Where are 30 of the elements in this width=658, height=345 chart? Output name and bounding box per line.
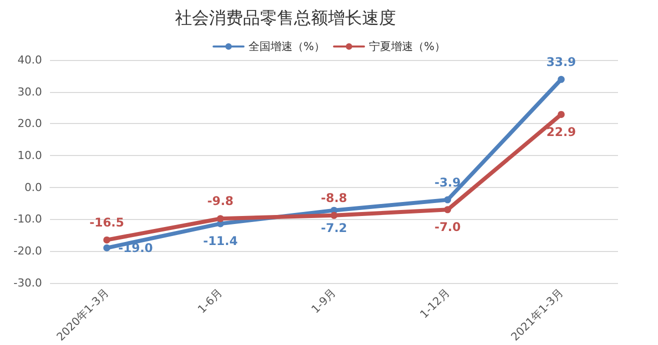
x-tick-label: 1-6月 (195, 286, 225, 316)
point (558, 76, 565, 83)
legend-label: 全国增速（%） (248, 40, 325, 53)
data-label: -7.2 (320, 220, 348, 235)
y-tick-label: -20.0 (14, 244, 42, 258)
data-label: 33.9 (546, 54, 576, 69)
data-label: -8.8 (320, 190, 348, 205)
point (330, 212, 338, 219)
x-tick-label: 1-9月 (308, 286, 339, 316)
y-tick-label: -30.0 (14, 276, 42, 290)
data-label: 22.9 (546, 124, 576, 139)
y-tick-label: 10.0 (18, 149, 42, 162)
point (103, 236, 110, 244)
point (444, 196, 452, 204)
data-label: -7.0 (434, 220, 461, 234)
data-label: -9.8 (207, 194, 234, 208)
point (444, 206, 452, 214)
chart-title: 社会消费品零售总额增长速度 (175, 8, 396, 28)
point (216, 215, 224, 222)
data-label: -11.4 (203, 234, 238, 248)
point (558, 110, 565, 118)
y-tick-label: -10.0 (14, 212, 42, 226)
point (103, 244, 110, 252)
y-tick-label: 30.0 (18, 85, 42, 98)
data-label: -3.9 (434, 175, 461, 190)
y-tick-label: 20.0 (18, 117, 42, 130)
legend-label: 宁夏增速（%） (369, 40, 446, 53)
y-tick-label: 0.0 (24, 180, 42, 194)
y-tick-label: 40.0 (18, 54, 42, 66)
data-label: -16.5 (90, 215, 124, 230)
